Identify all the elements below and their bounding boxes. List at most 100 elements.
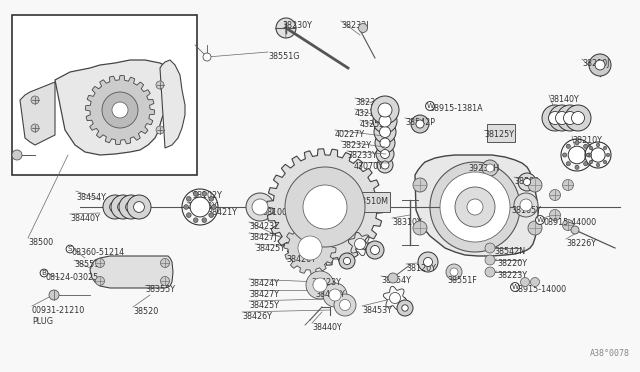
Circle shape <box>95 276 104 285</box>
Circle shape <box>565 105 591 131</box>
Text: 38421Y: 38421Y <box>207 208 237 217</box>
Text: 38425Y: 38425Y <box>249 301 279 310</box>
Text: 38223Y: 38223Y <box>497 271 527 280</box>
Circle shape <box>323 283 347 307</box>
Circle shape <box>377 157 393 173</box>
Circle shape <box>95 259 104 267</box>
Circle shape <box>390 292 401 304</box>
Text: 38232J: 38232J <box>341 21 369 30</box>
Text: 38426Y: 38426Y <box>242 312 272 321</box>
Circle shape <box>344 257 351 264</box>
Text: 38500: 38500 <box>28 238 53 247</box>
Circle shape <box>485 243 495 253</box>
Circle shape <box>589 160 593 164</box>
Circle shape <box>584 161 588 166</box>
Text: 08915-1381A: 08915-1381A <box>430 104 484 113</box>
Circle shape <box>119 195 143 219</box>
Circle shape <box>446 264 462 280</box>
Polygon shape <box>267 149 383 265</box>
Text: 08360-51214: 08360-51214 <box>72 248 125 257</box>
Text: W: W <box>536 217 543 223</box>
Circle shape <box>550 209 561 221</box>
Circle shape <box>402 305 408 311</box>
Circle shape <box>109 202 120 212</box>
Circle shape <box>416 120 424 128</box>
Text: 38440Y: 38440Y <box>70 214 100 223</box>
Circle shape <box>134 202 145 212</box>
Circle shape <box>486 164 494 172</box>
Text: 38510M: 38510M <box>356 197 388 206</box>
Circle shape <box>193 218 198 222</box>
Circle shape <box>514 193 538 217</box>
Text: 38154Y: 38154Y <box>381 276 411 285</box>
Circle shape <box>595 60 605 70</box>
Circle shape <box>184 205 188 209</box>
Circle shape <box>596 143 600 147</box>
Text: 38120Y: 38120Y <box>406 264 436 273</box>
Circle shape <box>563 219 573 231</box>
Circle shape <box>606 153 610 157</box>
Text: W: W <box>511 284 518 290</box>
Text: 08915-14000: 08915-14000 <box>514 285 567 294</box>
Circle shape <box>450 268 458 276</box>
Circle shape <box>127 195 151 219</box>
Circle shape <box>571 226 579 234</box>
Circle shape <box>520 278 529 286</box>
Circle shape <box>520 199 532 211</box>
Circle shape <box>380 138 390 148</box>
Circle shape <box>209 213 214 218</box>
Circle shape <box>379 115 391 127</box>
Circle shape <box>371 246 380 254</box>
Text: PLUG: PLUG <box>32 317 53 326</box>
Text: 40227Y: 40227Y <box>335 130 365 139</box>
Circle shape <box>563 153 567 157</box>
Text: A38°0078: A38°0078 <box>590 349 630 358</box>
Circle shape <box>313 278 327 292</box>
Circle shape <box>329 289 341 301</box>
Text: 38424Y: 38424Y <box>315 290 345 299</box>
Circle shape <box>339 253 355 269</box>
Text: 38310Y: 38310Y <box>392 218 422 227</box>
Circle shape <box>49 290 59 300</box>
Text: 38426Y: 38426Y <box>286 255 316 264</box>
Text: 38233Z: 38233Z <box>355 98 386 107</box>
Text: 38232Y: 38232Y <box>341 141 371 150</box>
Circle shape <box>548 112 561 125</box>
Circle shape <box>298 236 322 260</box>
Polygon shape <box>415 155 538 256</box>
Circle shape <box>563 112 577 125</box>
Circle shape <box>373 109 397 133</box>
Circle shape <box>366 241 384 259</box>
Circle shape <box>440 172 510 242</box>
Circle shape <box>339 299 351 311</box>
Bar <box>352 192 390 212</box>
Text: 38226Y: 38226Y <box>566 239 596 248</box>
Circle shape <box>375 133 395 153</box>
Circle shape <box>103 195 127 219</box>
Circle shape <box>566 144 570 148</box>
Circle shape <box>589 146 593 150</box>
Text: 38423Z: 38423Z <box>249 222 280 231</box>
Circle shape <box>193 192 198 196</box>
Circle shape <box>589 54 611 76</box>
Circle shape <box>202 218 207 222</box>
Text: 38100Y: 38100Y <box>262 208 292 217</box>
Circle shape <box>542 105 568 131</box>
Circle shape <box>203 53 211 61</box>
Polygon shape <box>284 222 336 274</box>
Circle shape <box>388 273 398 283</box>
Circle shape <box>156 81 164 89</box>
Circle shape <box>381 150 390 158</box>
Circle shape <box>563 180 573 190</box>
Circle shape <box>568 146 586 164</box>
Text: 43255Y: 43255Y <box>360 120 390 129</box>
Circle shape <box>355 238 365 250</box>
Circle shape <box>303 185 347 229</box>
Circle shape <box>252 199 268 215</box>
Circle shape <box>485 255 495 265</box>
Circle shape <box>190 197 210 217</box>
Circle shape <box>156 126 164 134</box>
Circle shape <box>31 96 39 104</box>
Text: 38140Y: 38140Y <box>549 95 579 104</box>
Text: 38542N: 38542N <box>494 247 525 256</box>
